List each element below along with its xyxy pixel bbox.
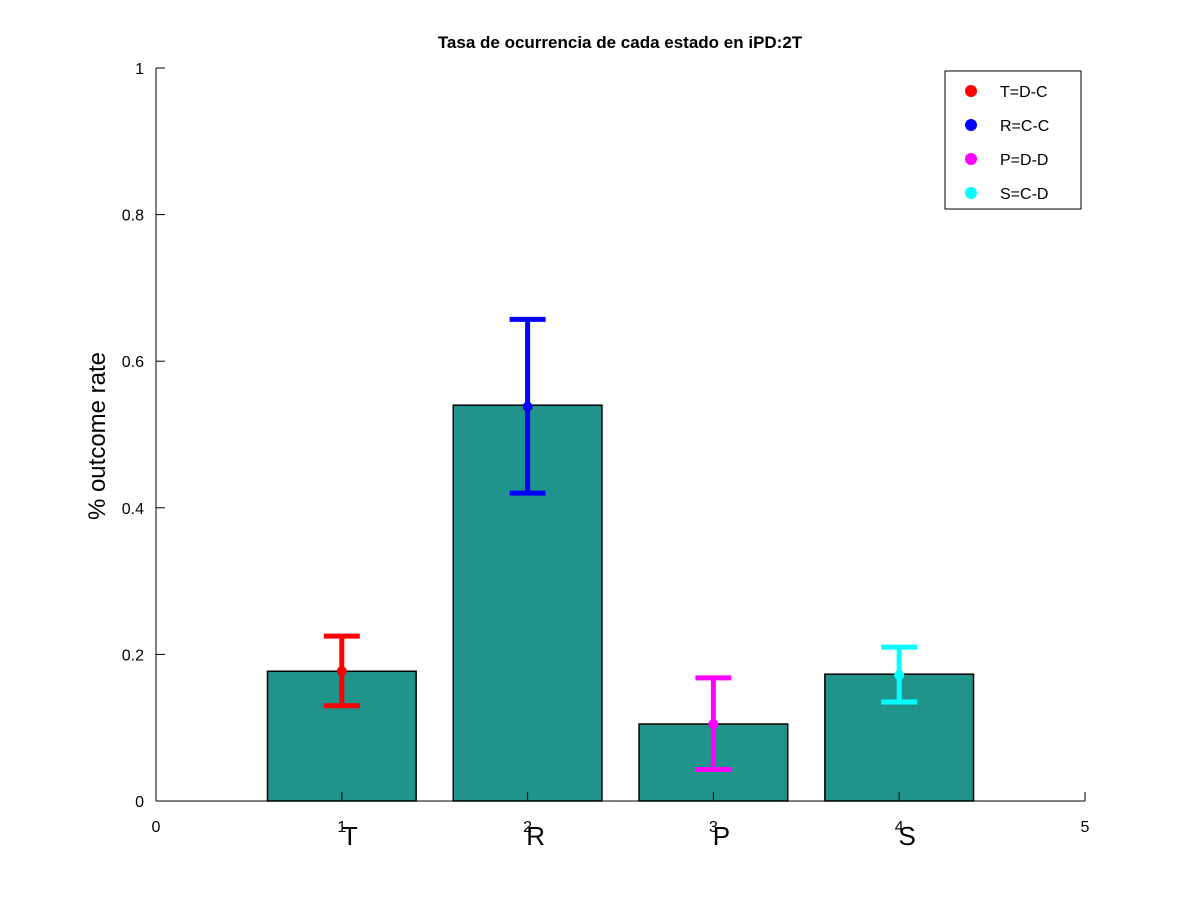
x-tick-label: 0 <box>152 819 161 836</box>
legend-marker <box>965 187 977 199</box>
y-tick-label: 0 <box>135 794 144 811</box>
legend-label: R=C-C <box>1000 118 1049 135</box>
chart-title: Tasa de ocurrencia de cada estado en iPD… <box>438 33 803 52</box>
legend-item: S=C-D <box>965 186 1048 203</box>
legend-item: R=C-C <box>965 118 1049 135</box>
legend-marker <box>965 153 977 165</box>
x-ticks: 0 1 2 3 4 5 <box>152 792 1090 836</box>
error-bar-T <box>323 633 360 709</box>
legend-marker <box>965 85 977 97</box>
category-label: S <box>899 821 916 851</box>
legend-label: P=D-D <box>1000 152 1048 169</box>
error-bar-point <box>708 719 719 730</box>
legend-label: T=D-C <box>1000 84 1048 101</box>
axes <box>155 68 1085 802</box>
category-label: R <box>526 821 545 851</box>
y-tick-label: 0.4 <box>122 501 144 518</box>
y-tick-label: 0.2 <box>122 647 144 664</box>
y-tick-label: 0.8 <box>122 208 144 225</box>
legend-marker <box>965 119 977 131</box>
y-ticks: 0 0.2 0.4 0.6 0.8 1 <box>122 61 165 811</box>
x-tick-label: 3 <box>709 819 718 836</box>
category-label: T <box>342 821 358 851</box>
error-bars-group <box>323 316 918 772</box>
error-bar-point <box>336 666 347 677</box>
x-tick-label: 1 <box>337 819 346 836</box>
y-tick-label: 1 <box>135 61 144 78</box>
y-axis-label: % outcome rate <box>84 352 111 520</box>
bars-group <box>266 404 975 802</box>
y-tick-label: 0.6 <box>122 354 144 371</box>
error-bar-S <box>881 644 918 705</box>
legend-item: P=D-D <box>965 152 1048 169</box>
error-bar-point <box>522 401 533 412</box>
error-bar-P <box>695 675 732 772</box>
x-tick-label: 4 <box>895 819 904 836</box>
x-tick-label: 2 <box>523 819 532 836</box>
legend-item: T=D-C <box>965 84 1048 101</box>
category-label: P <box>713 821 730 851</box>
legend: T=D-C R=C-C P=D-D S=C-D <box>944 70 1082 210</box>
error-bar-R <box>509 316 546 496</box>
x-tick-label: 5 <box>1081 819 1090 836</box>
error-bar-point <box>894 669 905 680</box>
legend-label: S=C-D <box>1000 186 1048 203</box>
